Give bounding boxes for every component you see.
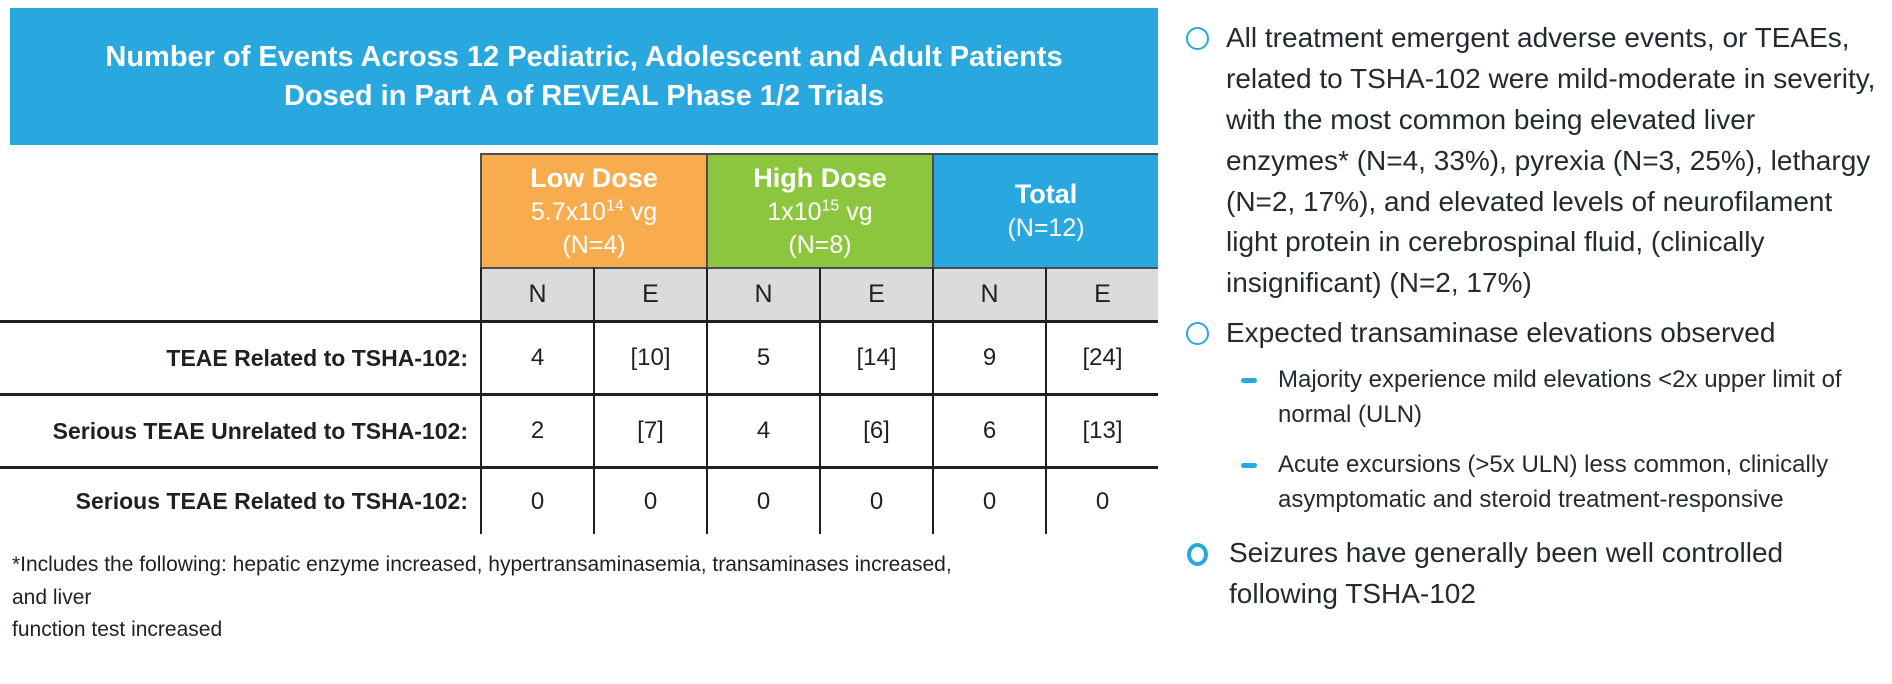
row-label-serious-teae-unrelated: Serious TEAE Unrelated to TSHA-102: — [0, 396, 480, 469]
high-dose-label: High Dose — [753, 162, 887, 193]
row-label-teae-related: TEAE Related to TSHA-102: — [0, 323, 480, 396]
table-cell: 0 — [706, 469, 819, 534]
sub-bullet-acute-excursions: Acute excursions (>5x ULN) less common, … — [1241, 448, 1887, 517]
bullet-item-seizures: Seizures have generally been well contro… — [1185, 533, 1887, 615]
subheader-e-total: E — [1045, 267, 1158, 323]
subheader-n-high: N — [706, 267, 819, 323]
bullet-item-transaminase: Expected transaminase elevations observe… — [1185, 313, 1887, 354]
table-title-line2: Dosed in Part A of REVEAL Phase 1/2 Tria… — [283, 79, 885, 112]
table-cell: 0 — [932, 469, 1045, 534]
high-dose-header: High Dose 1x1015 vg (N=8) — [706, 153, 932, 267]
table-corner-spacer — [0, 153, 480, 267]
low-dose-n: (N=4) — [562, 230, 626, 259]
sub-bullet-text: Majority experience mild elevations <2x … — [1278, 366, 1842, 428]
table-cell: 0 — [593, 469, 706, 534]
footnote-line2: function test increased — [12, 618, 223, 642]
circle-bullet-icon — [1186, 27, 1209, 50]
subheader-e-high: E — [819, 267, 932, 323]
low-dose-label: Low Dose — [530, 162, 658, 193]
sub-bullet-mild-elevations: Majority experience mild elevations <2x … — [1241, 363, 1887, 432]
table-cell: 5 — [706, 323, 819, 396]
subheader-e-low: E — [593, 267, 706, 323]
low-dose-amount: 5.7x1014 vg — [530, 197, 658, 227]
sub-bullet-text: Acute excursions (>5x ULN) less common, … — [1278, 451, 1829, 513]
bullet-text: Expected transaminase elevations observe… — [1226, 317, 1776, 349]
table-cell: 4 — [480, 323, 593, 396]
bullet-text: All treatment emergent adverse events, o… — [1226, 22, 1876, 299]
dash-bullet-icon — [1241, 378, 1257, 383]
events-table: Low Dose 5.7x1014 vg (N=4) High Dose 1x1… — [0, 153, 1158, 534]
dash-bullet-icon — [1241, 463, 1257, 469]
high-dose-amount: 1x1015 vg — [767, 197, 873, 227]
bullet-item-teae-summary: All treatment emergent adverse events, o… — [1185, 18, 1887, 304]
low-dose-header: Low Dose 5.7x1014 vg (N=4) — [480, 153, 706, 267]
table-cell: [7] — [593, 396, 706, 469]
row-label-serious-teae-related: Serious TEAE Related to TSHA-102: — [75, 488, 468, 514]
table-cell: 0 — [480, 469, 593, 534]
table-title-line1: Number of Events Across 12 Pediatric, Ad… — [105, 41, 1063, 74]
table-cell: 6 — [932, 396, 1045, 469]
table-title-bar: Number of Events Across 12 Pediatric, Ad… — [10, 8, 1158, 145]
total-label: Total — [1014, 179, 1078, 210]
table-cell: [14] — [819, 323, 932, 396]
table-cell: [6] — [819, 396, 932, 469]
table-cell: 0 — [1045, 469, 1158, 534]
subheader-spacer — [0, 267, 480, 323]
subheader-n-low: N — [480, 267, 593, 323]
table-cell: 9 — [932, 323, 1045, 396]
table-footnote: *Includes the following: hepatic enzyme … — [12, 549, 972, 647]
bullet-list: All treatment emergent adverse events, o… — [1185, 18, 1887, 624]
high-dose-n: (N=8) — [788, 230, 852, 259]
subheader-n-total: N — [932, 267, 1045, 323]
total-n: (N=12) — [1007, 214, 1085, 243]
total-header: Total (N=12) — [932, 153, 1158, 267]
circle-bullet-icon — [1186, 322, 1209, 346]
table-cell: 2 — [480, 396, 593, 469]
circle-bullet-icon — [1187, 543, 1208, 567]
table-cell: 0 — [819, 469, 932, 534]
table-cell: [10] — [593, 323, 706, 396]
table-cell: 4 — [706, 396, 819, 469]
bullet-text: Seizures have generally been well contro… — [1229, 537, 1784, 610]
table-cell: [13] — [1045, 396, 1158, 469]
table-cell: [24] — [1045, 323, 1158, 396]
footnote-line1: *Includes the following: hepatic enzyme … — [12, 553, 952, 609]
